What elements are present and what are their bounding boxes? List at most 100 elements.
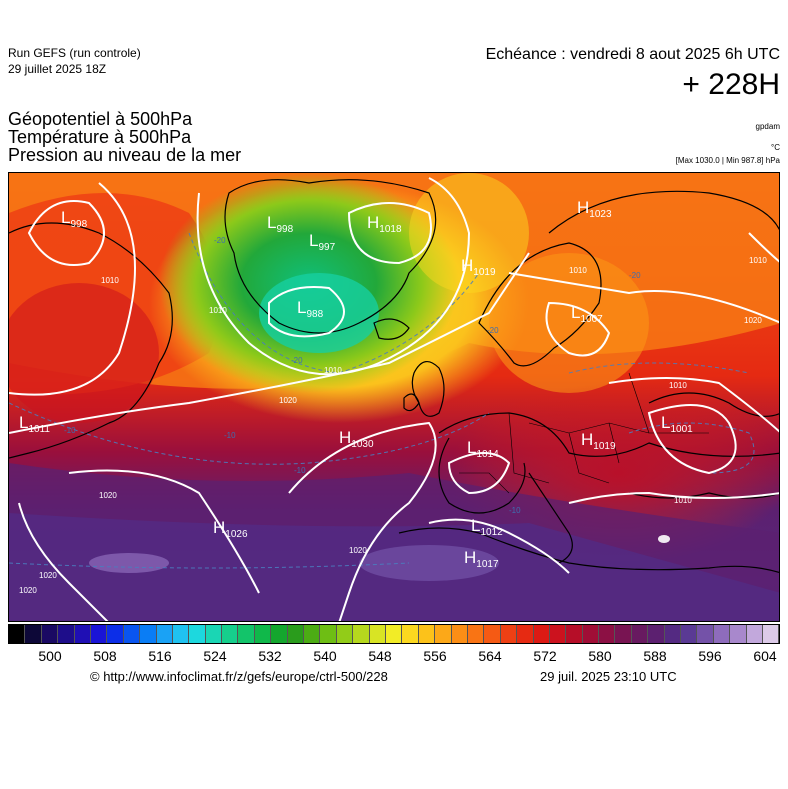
color-scale-tick: 548 <box>368 648 392 664</box>
color-scale-swatch <box>9 625 26 643</box>
parameter-list: Géopotentiel à 500hPa Température à 500h… <box>8 110 241 164</box>
pressure-centers: L998 L998 L997 H1018 L988 H1019 H1023 L1007 L101… <box>19 198 693 570</box>
pressure-center-low: L997 <box>309 231 336 253</box>
color-scale-ticks: 500 508 516 524 532 540 548 556 564 572 580 588 596 6… <box>8 648 780 666</box>
color-scale-tick: 596 <box>698 648 722 664</box>
isobar-label: 1020 <box>279 396 297 405</box>
isobar-label: 1010 <box>749 256 767 265</box>
color-scale-tick: 524 <box>203 648 227 664</box>
color-scale-swatch <box>484 625 501 643</box>
color-scale-swatch <box>500 625 518 643</box>
color-scale-swatch <box>730 625 747 643</box>
color-scale-swatch <box>25 625 42 643</box>
color-scale-swatch <box>107 625 124 643</box>
unit-geopotential: gpdam <box>755 122 780 131</box>
pressure-center-low: L1001 <box>661 413 693 435</box>
isobar-label: 1020 <box>39 571 57 580</box>
color-scale-swatch <box>205 625 223 643</box>
color-scale-swatch <box>582 625 600 643</box>
pressure-center-high: H1019 <box>461 256 496 278</box>
color-scale-tick: 588 <box>643 648 667 664</box>
color-scale-swatch <box>615 625 632 643</box>
parameter-pressure: Pression au niveau de la mer <box>8 145 242 165</box>
color-scale-swatch <box>566 625 583 643</box>
color-scale-swatch <box>746 625 763 643</box>
isotherm-label: -10 <box>509 506 521 515</box>
color-scale-swatch <box>762 625 780 643</box>
color-scale-swatch <box>353 625 370 643</box>
isotherm-label: -10 <box>294 466 306 475</box>
parameter-geopotential: Géopotentiel à 500hPa <box>8 109 193 129</box>
pressure-center-low: L1011 <box>19 413 50 435</box>
isotherm-label: -20 <box>214 236 226 245</box>
color-scale-swatch <box>172 625 190 643</box>
color-scale-swatch <box>681 625 698 643</box>
isobar-label: 1020 <box>349 546 367 555</box>
pressure-center-low: L988 <box>297 298 324 320</box>
isotherm-label: -20 <box>487 326 499 335</box>
run-date: 29 juillet 2025 18Z <box>8 62 107 76</box>
color-scale-bar <box>8 624 780 644</box>
isotherm-label: -10 <box>224 431 236 440</box>
isobar-label: 1010 <box>569 266 587 275</box>
color-scale-swatch <box>222 625 239 643</box>
color-scale-swatch <box>90 625 108 643</box>
color-scale-tick: 580 <box>588 648 612 664</box>
pressure-center-low: L998 <box>267 213 294 235</box>
unit-temperature: °C <box>771 143 780 152</box>
color-scale-tick: 604 <box>753 648 777 664</box>
weather-map-svg: L998 L998 L997 H1018 L988 H1019 H1023 L1007 L101… <box>9 173 779 621</box>
isobar-label: 1010 <box>674 496 692 505</box>
isobar-label: 1010 <box>209 306 227 315</box>
forecast-valid-time: Echéance : vendredi 8 aout 2025 6h UTC <box>485 46 780 63</box>
pressure-center-high: H1030 <box>339 428 374 450</box>
pressure-max-min: [Max 1030.0 | Min 987.8] hPa <box>675 156 780 165</box>
isobar-label: 1020 <box>19 586 37 595</box>
color-scale-swatch <box>517 625 534 643</box>
color-scale-swatch <box>631 625 649 643</box>
color-scale-tick: 564 <box>478 648 502 664</box>
color-scale-tick: 540 <box>313 648 337 664</box>
color-scale-swatch <box>123 625 141 643</box>
pressure-center-high: H1017 <box>464 548 499 570</box>
lead-time: + 228H <box>682 68 780 101</box>
color-scale-swatch <box>713 625 731 643</box>
color-scale-swatch <box>664 625 682 643</box>
color-scale-swatch <box>238 625 255 643</box>
isobar-label: 1020 <box>744 316 762 325</box>
color-scale-tick: 500 <box>38 648 62 664</box>
color-scale-swatch <box>467 625 485 643</box>
color-scale-tick: 516 <box>148 648 172 664</box>
isotherm-label: -20 <box>629 271 641 280</box>
color-scale-swatch <box>304 625 321 643</box>
color-scale-swatch <box>369 625 386 643</box>
color-scale-swatch <box>254 625 272 643</box>
pressure-center-low: L1014 <box>467 438 499 460</box>
pressure-center-high: H1018 <box>367 213 402 235</box>
weather-map: L998 L998 L997 H1018 L988 H1019 H1023 L1007 L101… <box>8 172 780 622</box>
copyright-link[interactable]: © http://www.infoclimat.fr/z/gefs/europe… <box>90 669 388 684</box>
color-scale-swatch <box>402 625 419 643</box>
color-scale-swatch <box>287 625 305 643</box>
pressure-center-low: L1007 <box>571 303 603 325</box>
color-scale-swatch <box>189 625 206 643</box>
color-scale-tick: 556 <box>423 648 447 664</box>
pressure-center-low: L998 <box>61 208 88 230</box>
color-scale-swatch <box>140 625 157 643</box>
color-scale-tick: 508 <box>93 648 117 664</box>
color-scale-swatch <box>58 625 75 643</box>
isobar-labels: 1010101010101020102010201020101010201010… <box>19 256 767 595</box>
color-scale-swatch <box>435 625 452 643</box>
color-scale-swatch <box>156 625 173 643</box>
color-scale-swatch <box>336 625 354 643</box>
isobar-label: 1020 <box>99 491 117 500</box>
color-scale-swatch <box>271 625 288 643</box>
isotherm-labels: -20 -20 -10 -20 -10 -10 -10 -20 <box>64 236 641 515</box>
color-scale-swatch <box>599 625 616 643</box>
generation-timestamp: 29 juil. 2025 23:10 UTC <box>540 669 677 684</box>
pressure-center-low: L1012 <box>471 516 503 538</box>
isotherm-label: -20 <box>291 356 303 365</box>
isobar-label: 1010 <box>669 381 687 390</box>
color-scale-swatch <box>549 625 567 643</box>
color-scale-swatch <box>533 625 550 643</box>
